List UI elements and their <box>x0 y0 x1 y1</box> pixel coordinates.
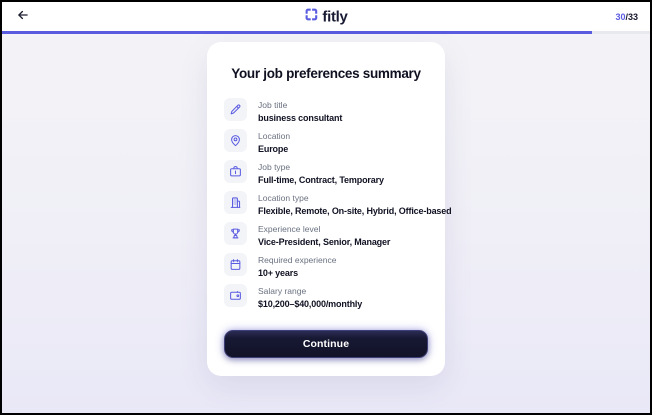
row-label: Experience level <box>258 224 321 234</box>
preferences-list: Job title business consultant Location E… <box>224 98 452 309</box>
row-value: Vice-President, Senior, Manager <box>258 236 391 247</box>
list-item: Experience level Vice-President, Senior,… <box>224 222 428 247</box>
arrow-left-icon <box>16 8 30 25</box>
list-item: Required experience 10+ years <box>224 253 428 278</box>
pencil-icon <box>224 98 247 121</box>
row-label: Job type <box>258 162 291 172</box>
row-label: Job title <box>258 100 288 110</box>
row-value: 10+ years <box>258 267 298 278</box>
logo-text: fitly <box>322 8 348 25</box>
progress-counter: 30/33 <box>615 12 638 22</box>
back-button[interactable] <box>14 8 32 26</box>
progress-total: /33 <box>625 11 638 22</box>
list-item: Job type Full-time, Contract, Temporary <box>224 160 428 185</box>
content-area: Your job preferences summary Job title b… <box>2 34 650 376</box>
briefcase-icon <box>224 160 247 183</box>
list-item: Location Europe <box>224 129 428 154</box>
wallet-icon <box>224 284 247 307</box>
calendar-icon <box>224 253 247 276</box>
row-value: Flexible, Remote, On-site, Hybrid, Offic… <box>258 205 452 216</box>
row-label: Salary range <box>258 286 307 296</box>
logo-scan-icon <box>304 7 318 26</box>
list-item: Job title business consultant <box>224 98 428 123</box>
row-label: Location <box>258 131 291 141</box>
row-value: Europe <box>258 143 289 154</box>
row-value: $10,200–$40,000/monthly <box>258 298 363 309</box>
page-title: Your job preferences summary <box>231 66 421 81</box>
continue-button[interactable]: Continue <box>224 329 428 358</box>
row-value: Full-time, Contract, Temporary <box>258 174 384 185</box>
building-icon <box>224 191 247 214</box>
summary-card: Your job preferences summary Job title b… <box>207 42 452 376</box>
list-item: Salary range $10,200–$40,000/monthly <box>224 284 428 309</box>
row-label: Required experience <box>258 255 337 265</box>
logo: fitly <box>304 7 348 26</box>
progress-bar <box>2 31 650 34</box>
trophy-icon <box>224 222 247 245</box>
location-pin-icon <box>224 129 247 152</box>
progress-bar-fill <box>2 31 592 34</box>
header: fitly 30/33 <box>2 2 650 31</box>
row-label: Location type <box>258 193 309 203</box>
progress-current: 30 <box>615 11 626 22</box>
row-value: business consultant <box>258 112 343 123</box>
list-item: Location type Flexible, Remote, On-site,… <box>224 191 452 216</box>
